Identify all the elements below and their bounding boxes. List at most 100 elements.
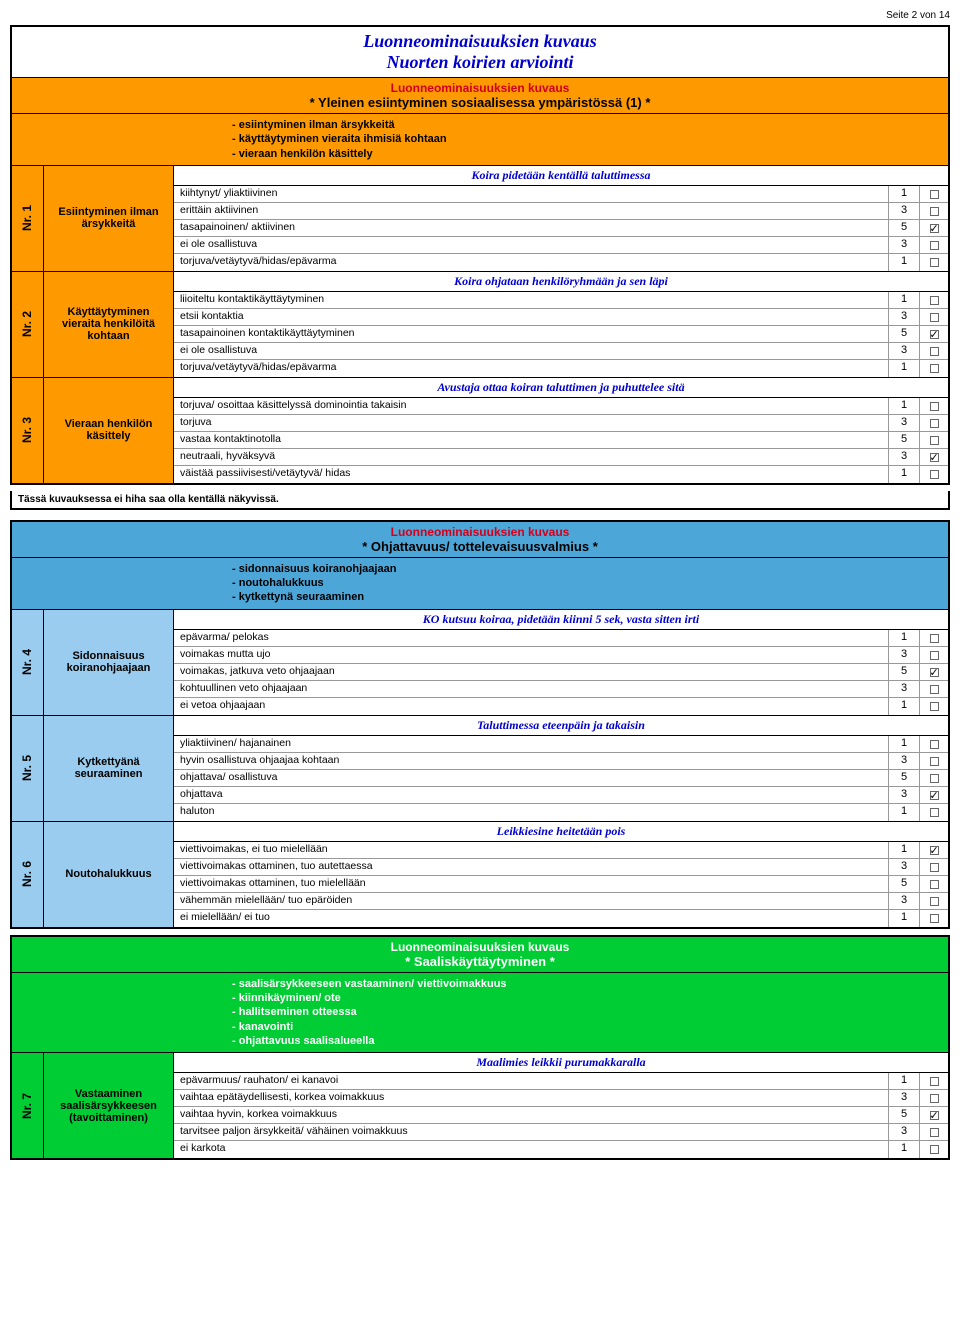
option-label: ei vetoa ohjaajaan: [174, 698, 888, 715]
option-checkbox[interactable]: [920, 859, 948, 875]
checkbox-icon: [930, 470, 939, 479]
option-checkbox[interactable]: [920, 664, 948, 680]
option-label: torjuva: [174, 415, 888, 431]
block-main: Leikkiesine heitetään poisviettivoimakas…: [174, 822, 948, 927]
option-checkbox[interactable]: [920, 753, 948, 769]
checkbox-icon: [930, 313, 939, 322]
option-checkbox[interactable]: [920, 681, 948, 697]
option-checkbox[interactable]: [920, 736, 948, 752]
page-header: Seite 2 von 14: [10, 10, 950, 21]
block-number: Nr. 5: [12, 716, 44, 821]
checkbox-icon: [930, 651, 939, 660]
option-row: viettivoimakas, ei tuo mielellään1: [174, 842, 948, 859]
option-checkbox[interactable]: [920, 876, 948, 892]
option-checkbox[interactable]: [920, 186, 948, 202]
option-checkbox[interactable]: [920, 360, 948, 377]
option-row: torjuva3: [174, 415, 948, 432]
option-label: yliaktiivinen/ hajanainen: [174, 736, 888, 752]
checkbox-icon: [930, 757, 939, 766]
option-checkbox[interactable]: [920, 698, 948, 715]
option-score: 5: [888, 876, 920, 892]
option-checkbox[interactable]: [920, 1090, 948, 1106]
option-row: vähemmän mielellään/ tuo epäröiden3: [174, 893, 948, 910]
option-score: 3: [888, 1090, 920, 1106]
option-checkbox[interactable]: [920, 343, 948, 359]
option-score: 3: [888, 1124, 920, 1140]
option-checkbox[interactable]: [920, 1073, 948, 1089]
option-checkbox[interactable]: [920, 292, 948, 308]
option-checkbox[interactable]: [920, 415, 948, 431]
option-checkbox[interactable]: [920, 326, 948, 342]
exercise-title: Taluttimessa eteenpäin ja takaisin: [174, 716, 948, 736]
option-checkbox[interactable]: [920, 466, 948, 483]
block-category: Sidonnaisuus koiranohjaajaan: [44, 610, 174, 715]
option-row: ei mielellään/ ei tuo1: [174, 910, 948, 927]
checkbox-icon: [930, 668, 939, 677]
option-checkbox[interactable]: [920, 630, 948, 646]
option-score: 5: [888, 1107, 920, 1123]
option-score: 1: [888, 1141, 920, 1158]
block-category: Käyttäytyminen vieraita henkilöitä kohta…: [44, 272, 174, 377]
option-checkbox[interactable]: [920, 1107, 948, 1123]
checkbox-icon: [930, 402, 939, 411]
option-label: viettivoimakas, ei tuo mielellään: [174, 842, 888, 858]
option-row: ei vetoa ohjaajaan1: [174, 698, 948, 715]
option-checkbox[interactable]: [920, 1124, 948, 1140]
checkbox-icon: [930, 241, 939, 250]
option-label: torjuva/vetäytyvä/hidas/epävarma: [174, 254, 888, 271]
option-row: torjuva/ osoittaa käsittelyssä dominoint…: [174, 398, 948, 415]
checkbox-icon: [930, 897, 939, 906]
option-checkbox[interactable]: [920, 1141, 948, 1158]
option-checkbox[interactable]: [920, 770, 948, 786]
bullet: - kytkettynä seuraaminen: [232, 590, 948, 604]
option-checkbox[interactable]: [920, 910, 948, 927]
option-label: ohjattava/ osallistuva: [174, 770, 888, 786]
block-number: Nr. 2: [12, 272, 44, 377]
block-main: Avustaja ottaa koiran taluttimen ja puhu…: [174, 378, 948, 483]
bullet: - käyttäytyminen vieraita ihmisiä kohtaa…: [232, 132, 948, 146]
option-label: haluton: [174, 804, 888, 821]
option-row: kohtuullinen veto ohjaajaan3: [174, 681, 948, 698]
option-checkbox[interactable]: [920, 893, 948, 909]
option-row: tasapainoinen/ aktiivinen5: [174, 220, 948, 237]
option-checkbox[interactable]: [920, 203, 948, 219]
checkbox-icon: [930, 880, 939, 889]
block-category: Vastaaminen saalisärsykkeesen (tavoittam…: [44, 1053, 174, 1158]
option-checkbox[interactable]: [920, 787, 948, 803]
option-checkbox[interactable]: [920, 449, 948, 465]
option-checkbox[interactable]: [920, 398, 948, 414]
option-checkbox[interactable]: [920, 237, 948, 253]
option-label: tarvitsee paljon ärsykkeitä/ vähäinen vo…: [174, 1124, 888, 1140]
option-row: viettivoimakas ottaminen, tuo mielellään…: [174, 876, 948, 893]
option-score: 3: [888, 859, 920, 875]
exercise-title: KO kutsuu koiraa, pidetään kiinni 5 sek,…: [174, 610, 948, 630]
option-label: voimakas mutta ujo: [174, 647, 888, 663]
option-label: erittäin aktiivinen: [174, 203, 888, 219]
option-checkbox[interactable]: [920, 647, 948, 663]
option-score: 1: [888, 360, 920, 377]
block-main: Koira ohjataan henkilöryhmään ja sen läp…: [174, 272, 948, 377]
option-checkbox[interactable]: [920, 220, 948, 236]
main-container: Luonneominaisuuksien kuvaus Nuorten koir…: [10, 25, 950, 485]
option-checkbox[interactable]: [920, 432, 948, 448]
option-row: erittäin aktiivinen3: [174, 203, 948, 220]
checkbox-icon: [930, 774, 939, 783]
option-checkbox[interactable]: [920, 842, 948, 858]
option-label: tasapainoinen kontaktikäyttäytyminen: [174, 326, 888, 342]
option-score: 3: [888, 753, 920, 769]
option-score: 3: [888, 203, 920, 219]
section3-lk: Luonneominaisuuksien kuvaus: [391, 940, 570, 954]
section2-lk: Luonneominaisuuksien kuvaus: [362, 525, 598, 539]
option-row: epävarma/ pelokas1: [174, 630, 948, 647]
option-checkbox[interactable]: [920, 804, 948, 821]
option-label: väistää passiivisesti/vetäytyvä/ hidas: [174, 466, 888, 483]
section3-container: Luonneominaisuuksien kuvaus * Saaliskäyt…: [10, 935, 950, 1160]
option-row: voimakas, jatkuva veto ohjaajaan5: [174, 664, 948, 681]
option-score: 1: [888, 698, 920, 715]
option-checkbox[interactable]: [920, 309, 948, 325]
option-label: vähemmän mielellään/ tuo epäröiden: [174, 893, 888, 909]
block-number: Nr. 4: [12, 610, 44, 715]
option-score: 5: [888, 432, 920, 448]
bullet: - saalisärsykkeeseen vastaaminen/ vietti…: [232, 977, 948, 991]
option-checkbox[interactable]: [920, 254, 948, 271]
